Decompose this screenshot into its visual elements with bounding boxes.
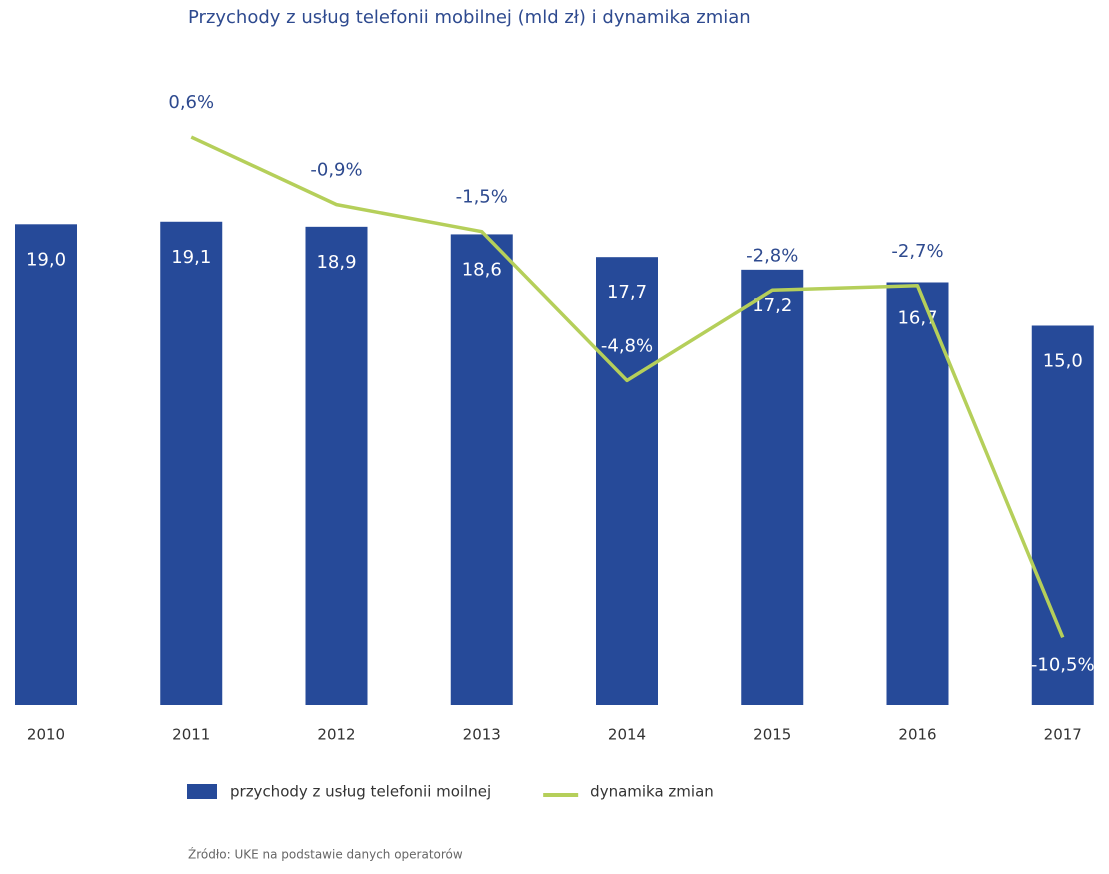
x-tick-label: 2017 [1044,726,1082,744]
x-tick-label: 2010 [27,726,65,744]
legend-label: dynamika zmian [590,783,714,801]
line-value-label: -1,5% [456,187,508,208]
x-tick-label: 2011 [172,726,210,744]
line-value-label: -2,7% [891,241,943,262]
legend-label: przychody z usług telefonii moilnej [230,783,491,801]
x-tick-label: 2014 [608,726,646,744]
bar [15,224,77,706]
line-value-label: -2,8% [746,245,798,266]
bar-value-label: 19,0 [26,249,66,270]
bar-value-label: 17,7 [607,282,647,303]
bar-value-label: 19,1 [171,247,211,268]
x-tick-label: 2013 [463,726,501,744]
bar [160,221,223,705]
x-tick-label: 2012 [317,726,355,744]
bar-value-label: 15,0 [1043,351,1083,372]
line [190,135,1065,639]
x-tick-label: 2016 [898,726,936,744]
bar-value-label: 18,6 [462,259,502,280]
line-value-label: -0,9% [310,160,362,181]
bar [1031,325,1094,705]
bar-value-label: 17,2 [752,295,792,316]
source-note: Źródło: UKE na podstawie danych operator… [188,847,463,862]
bar-value-label: 18,9 [316,252,356,273]
x-tick-label: 2015 [753,726,791,744]
legend-swatch [187,784,217,799]
line-value-label: -10,5% [1031,654,1095,675]
bar [886,282,949,705]
bar [305,226,368,705]
line-value-label: 0,6% [168,92,214,113]
bar [450,234,513,706]
chart-title: Przychody z usług telefonii mobilnej (ml… [188,7,751,28]
bar [596,257,658,705]
line-value-label: -4,8% [601,335,653,356]
bar [741,269,804,705]
